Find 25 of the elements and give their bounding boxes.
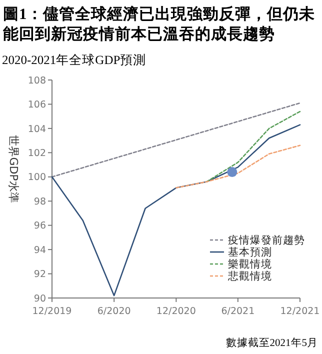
legend-label: 基本預測 [228,246,272,259]
y-tick-label: 102 [28,148,46,159]
y-tick-label: 92 [34,269,46,280]
legend-label: 悲觀情境 [227,270,272,283]
x-tick-label: 6/2021 [221,306,255,317]
y-tick-label: 100 [28,172,46,184]
y-tick-label: 104 [28,124,46,135]
x-tick-label: 12/2019 [32,306,72,317]
legend-label: 疫情爆發前趨勢 [228,234,305,247]
chart-title: 圖1：儘管全球經濟已出現強勁反彈，但仍未能回到新冠疫情前本已溫吞的成長趨勢 [3,5,315,43]
x-tick-label: 6/2020 [97,306,131,317]
y-axis-title: 世界GDP水準 [7,135,20,203]
y-tick-label: 106 [28,100,46,111]
y-tick-label: 108 [28,75,46,86]
y-tick-label: 96 [34,220,46,232]
text: 數據截至2021年5月 [226,336,318,349]
x-tick-label: 12/2021 [280,306,320,317]
y-tick-label: 90 [34,293,46,304]
y-tick-label: 98 [34,196,46,208]
legend-label: 樂觀情境 [228,258,272,271]
y-tick-label: 94 [34,244,46,256]
chart-subtitle: 2020-2021年全球GDP預測 [2,53,146,67]
x-tick-label: 12/2020 [156,306,196,317]
line-series [176,144,301,188]
line-series [206,110,301,182]
